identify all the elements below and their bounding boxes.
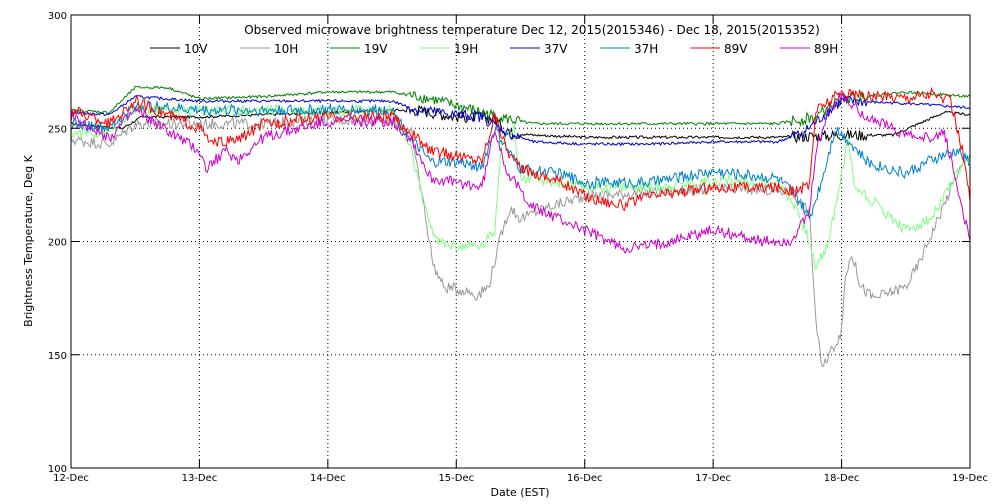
legend-label-89h: 89H	[814, 42, 838, 56]
y-axis-label: Brightness Temperature, Deg K	[22, 154, 35, 326]
x-tick-label: 19-Dec	[952, 473, 988, 484]
chart-title: Observed microwave brightness temperatur…	[244, 23, 820, 37]
series-line-37h	[70, 101, 971, 221]
legend-label-19h: 19H	[454, 42, 478, 56]
series-line-10v	[71, 104, 971, 144]
legend-label-37h: 37H	[634, 42, 658, 56]
x-tick-label: 13-Dec	[182, 473, 218, 484]
legend-label-10h: 10H	[274, 42, 298, 56]
legend: 10V 10H 19V 19H 37V 37H 89V 89H	[150, 42, 838, 56]
x-tick-label: 12-Dec	[53, 473, 89, 484]
x-axis-ticks: 12-Dec 13-Dec 14-Dec 15-Dec 16-Dec 17-Dec 18-D…	[53, 15, 988, 484]
y-tick-label: 250	[48, 124, 67, 135]
series-layer	[70, 85, 971, 367]
x-tick-label: 15-Dec	[438, 473, 474, 484]
series-line-89v	[70, 86, 971, 212]
legend-label-19v: 19V	[364, 42, 388, 56]
series-line-89h	[70, 91, 971, 254]
x-tick-label: 16-Dec	[567, 473, 603, 484]
y-tick-label: 200	[48, 238, 67, 249]
y-tick-label: 100	[48, 464, 67, 475]
series-line-37v	[70, 94, 971, 147]
legend-label-10v: 10V	[184, 42, 208, 56]
series-line-10h	[70, 113, 971, 367]
legend-label-37v: 37V	[544, 42, 568, 56]
x-tick-label: 14-Dec	[310, 473, 346, 484]
series-line-19v	[70, 85, 971, 128]
series-line-19h	[70, 102, 971, 270]
y-axis-ticks: 100 150 200 250 300	[48, 11, 970, 475]
y-tick-label: 150	[48, 351, 67, 362]
x-tick-label: 18-Dec	[824, 473, 860, 484]
legend-label-89v: 89V	[724, 42, 748, 56]
x-axis-label: Date (EST)	[490, 486, 549, 499]
x-tick-label: 17-Dec	[695, 473, 731, 484]
y-tick-label: 300	[48, 11, 67, 22]
